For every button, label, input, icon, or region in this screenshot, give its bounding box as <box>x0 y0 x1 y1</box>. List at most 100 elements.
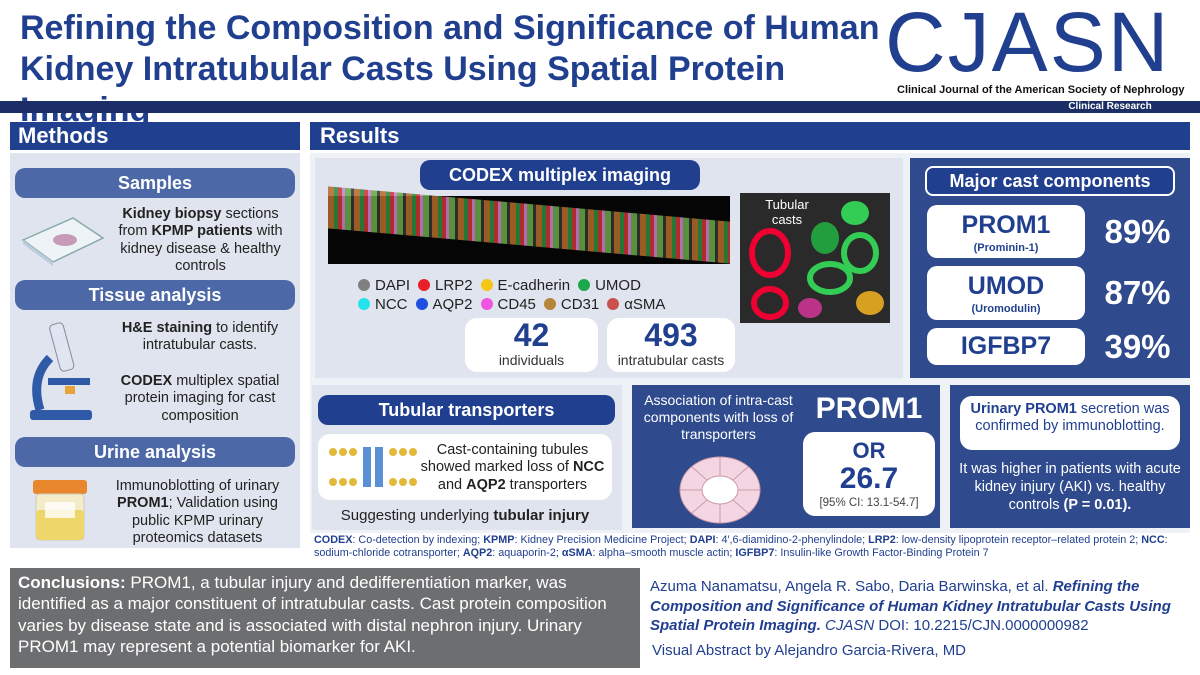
text-run: PROM1 <box>117 495 169 512</box>
image-label: Tubular casts <box>765 197 809 227</box>
journal-logo: CJASN <box>885 0 1171 89</box>
component-percent: 39% <box>1104 328 1171 365</box>
legend-row: NCC AQP2 CD45 CD31 αSMA <box>350 295 730 314</box>
text-run: : Kidney Precision Medicine Project; <box>514 534 690 546</box>
stat-label: intratubular casts <box>617 352 725 368</box>
stat-box: 493 intratubular casts <box>607 318 735 372</box>
text-run: It was higher in patients with acute kid… <box>959 461 1181 514</box>
or-measure: OR <box>852 438 886 463</box>
legend-label: NCC <box>375 296 408 313</box>
text-run: to identify intratubular casts. <box>142 320 279 354</box>
text-run: Urinary PROM1 <box>970 401 1077 417</box>
abbreviations: CODEX: Co-detection by indexing; KPMP: K… <box>314 534 1196 561</box>
text-run: ; Validation using public KPMP urinary p… <box>131 495 278 547</box>
text-run: secretion was confirmed by immunoblottin… <box>975 401 1170 435</box>
legend-dot <box>543 298 556 310</box>
component-box: IGFBP7 <box>927 328 1085 365</box>
legend-label: CD31 <box>560 296 600 313</box>
text-run: : 4′,6-diamidino-2-phenylindole; <box>715 534 869 546</box>
legend-label: E-cadherin <box>497 277 571 294</box>
text-run: DOI: 10.2215/CJN.0000000982 <box>874 617 1089 634</box>
text-run: Suggesting underlying <box>340 507 494 524</box>
legend-dot <box>480 279 493 291</box>
header-band <box>0 101 1200 113</box>
text-run: : sodium-chloride cotransporter; <box>314 534 1168 560</box>
text-run: CJASN <box>825 617 875 634</box>
text-run: Azuma Nanamatsu, Angela R. Sabo, Daria B… <box>650 578 1053 595</box>
article-type: Clinical Research <box>1068 101 1152 112</box>
results-header: Results <box>310 122 1190 150</box>
component-percent: 87% <box>1104 274 1171 311</box>
legend-dot <box>607 298 620 310</box>
text-run: LRP2 <box>868 534 896 546</box>
paragraph: Immunoblotting of urinary PROM1; Validat… <box>100 478 295 548</box>
text-run: tubular injury <box>493 507 590 524</box>
text-run: αSMA <box>561 547 593 560</box>
text-run: AQP2 <box>462 547 493 560</box>
stat-box: 42 individuals <box>465 318 598 372</box>
legend: DAPI LRP2 E-cadherin UMOD NCC AQP2 CD45 CD31 αSM… <box>350 276 730 314</box>
text-run: KPMP <box>483 534 515 546</box>
text-run: NCC <box>1141 534 1165 546</box>
stat-number: 42 <box>513 317 550 353</box>
credit: Visual Abstract by Alejandro Garcia-Rive… <box>652 642 967 659</box>
component-name: UMOD <box>967 272 1045 300</box>
urinary-detail: It was higher in patients with acute kid… <box>958 460 1182 514</box>
stat-label: individuals <box>498 352 565 368</box>
association-description: Association of intra-cast components wit… <box>643 392 794 442</box>
methods-header: Methods <box>10 122 300 150</box>
legend-dot <box>358 279 370 291</box>
component-name: IGFBP7 <box>960 332 1052 360</box>
component-full-name: (Prominin-1) <box>973 242 1039 254</box>
or-ci: [95% CI: 13.1-54.7] <box>819 497 919 509</box>
text-run: PROM1, a tubular injury and dedifferenti… <box>18 573 607 656</box>
legend-label: AQP2 <box>432 296 473 313</box>
transporters-title: Tubular transporters <box>318 395 615 425</box>
urinary-finding: Urinary PROM1 secretion was confirmed by… <box>960 396 1180 450</box>
paragraph: H&E staining to identify intratubular ca… <box>110 320 290 355</box>
text-run: transporters <box>505 476 588 493</box>
text-run: (P = 0.01). <box>1063 497 1132 514</box>
codex-title: CODEX multiplex imaging <box>420 160 700 190</box>
legend-dot <box>415 298 428 310</box>
text-run: sections from <box>118 206 279 240</box>
association-marker: PROM1 <box>815 392 923 425</box>
text-run: multiplex spatial protein imaging for ca… <box>124 373 280 424</box>
text-run: : aquaporin-2; <box>492 547 562 560</box>
text-run: H&E staining <box>121 320 213 336</box>
cast-image <box>740 193 890 323</box>
text-run: and <box>437 476 467 493</box>
finding: Cast-containing tubules showed marked lo… <box>420 442 605 494</box>
slide-icon <box>21 217 105 266</box>
tissue-strip <box>328 186 730 264</box>
legend-label: UMOD <box>595 277 641 294</box>
text-run: IGFBP7 <box>735 547 775 560</box>
legend-row: DAPI LRP2 E-cadherin UMOD <box>350 276 730 295</box>
legend-label: αSMA <box>624 296 666 313</box>
component-percent: 89% <box>1104 213 1171 250</box>
legend-dot <box>358 298 370 310</box>
transporters-conclusion: Suggesting underlying tubular injury <box>318 507 612 525</box>
text-run: NCC <box>572 459 605 476</box>
text-run: AQP2 <box>466 476 506 493</box>
component-box: PROM1 (Prominin-1) <box>927 205 1085 258</box>
tubule-icon <box>679 456 761 524</box>
or-value: 26.7 <box>839 462 899 495</box>
component-box: UMOD (Uromodulin) <box>927 266 1085 320</box>
text-run: Kidney biopsy <box>122 206 222 222</box>
tissue-image <box>328 186 730 264</box>
journal-name: Clinical Journal of the American Society… <box>897 84 1185 96</box>
legend-dot <box>480 298 493 310</box>
citation: Azuma Nanamatsu, Angela R. Sabo, Daria B… <box>650 577 1195 636</box>
title: Refining the Composition and Significanc… <box>20 9 880 129</box>
text-run: Immunoblotting of urinary <box>115 478 280 494</box>
text-run: Conclusions: <box>18 573 126 592</box>
text-run: Cast-containing tubules showed marked lo… <box>420 442 589 476</box>
components-title: Major cast components <box>925 166 1175 196</box>
microscope-icon <box>30 322 92 420</box>
conclusions: Conclusions: PROM1, a tubular injury and… <box>10 568 640 668</box>
text-run: : Co-detection by indexing; <box>352 534 484 546</box>
legend-dot <box>578 279 591 291</box>
text-run: CODEX <box>120 373 173 389</box>
text-run: Refining the Composition and Significanc… <box>650 578 1171 634</box>
